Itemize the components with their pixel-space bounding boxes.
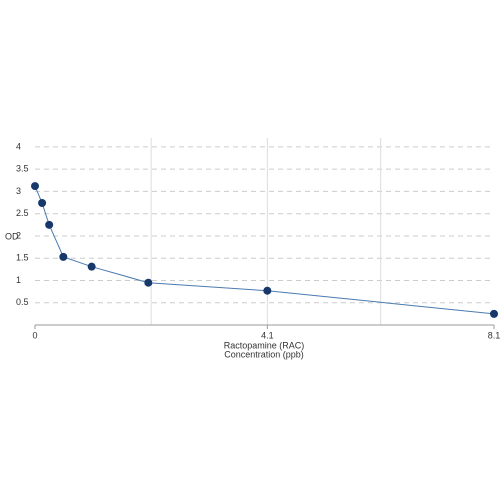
x-axis-label: Ractopamine (RAC)	[224, 340, 305, 350]
x-tick-label: 4.1	[261, 330, 274, 340]
y-tick-label: 3.5	[16, 164, 29, 174]
data-point	[263, 286, 272, 295]
y-tick-label: 1.5	[16, 253, 29, 263]
y-tick-label: 2	[16, 230, 21, 240]
y-tick-label: 3	[16, 186, 21, 196]
data-point	[45, 220, 54, 229]
x-tick-label: 8.1	[488, 330, 500, 340]
data-point	[144, 278, 153, 287]
data-point	[38, 199, 47, 208]
y-axis-label: OD	[5, 231, 19, 241]
y-tick-label: 2.5	[16, 208, 29, 218]
data-point	[490, 309, 498, 318]
y-tick-label: 0.5	[16, 297, 29, 307]
data-point	[59, 252, 68, 261]
series-line	[34, 185, 495, 315]
x-axis-label: Concentration (ppb)	[224, 349, 304, 359]
y-tick-label: 1	[16, 275, 21, 285]
x-tick-label: 0	[32, 330, 37, 340]
data-point	[87, 262, 96, 271]
data-point	[31, 182, 39, 191]
y-tick-label: 4	[16, 141, 21, 151]
